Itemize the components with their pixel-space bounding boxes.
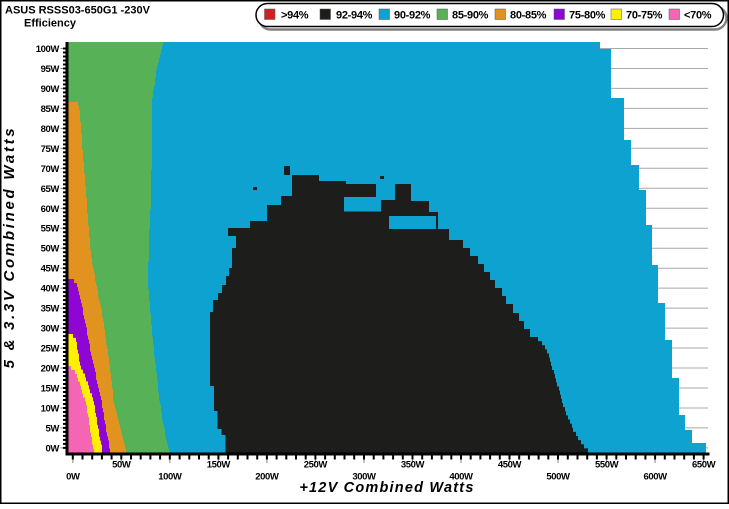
svg-text:550W: 550W — [595, 460, 619, 471]
svg-text:85W: 85W — [41, 104, 60, 115]
svg-text:15W: 15W — [41, 384, 60, 395]
svg-text:ASUS RSSS03-650G1 -230V: ASUS RSSS03-650G1 -230V — [5, 5, 151, 17]
svg-text:Efficiency: Efficiency — [24, 18, 77, 30]
svg-text:+12V Combined Watts: +12V Combined Watts — [299, 480, 474, 496]
svg-text:350W: 350W — [401, 460, 425, 471]
svg-text:70W: 70W — [41, 164, 60, 175]
svg-text:200W: 200W — [255, 472, 279, 483]
svg-text:80W: 80W — [41, 124, 60, 135]
svg-text:400W: 400W — [449, 472, 473, 483]
svg-text:65W: 65W — [41, 184, 60, 195]
svg-text:500W: 500W — [546, 472, 570, 483]
svg-text:0W: 0W — [46, 443, 60, 454]
svg-text:25W: 25W — [41, 344, 60, 355]
svg-text:650W: 650W — [692, 460, 716, 471]
svg-text:90W: 90W — [41, 84, 60, 95]
svg-text:60W: 60W — [41, 204, 60, 215]
svg-text:85-90%: 85-90% — [452, 10, 489, 22]
svg-text:55W: 55W — [41, 224, 60, 235]
svg-text:450W: 450W — [498, 460, 522, 471]
svg-text:50W: 50W — [41, 244, 60, 255]
svg-text:40W: 40W — [41, 284, 60, 295]
svg-text:>94%: >94% — [281, 10, 309, 22]
svg-text:20W: 20W — [41, 364, 60, 375]
svg-text:80-85%: 80-85% — [510, 10, 547, 22]
svg-text:50W: 50W — [112, 460, 131, 471]
svg-text:100W: 100W — [36, 44, 60, 55]
svg-text:90-92%: 90-92% — [394, 10, 431, 22]
svg-text:0W: 0W — [66, 472, 80, 483]
svg-text:30W: 30W — [41, 324, 60, 335]
svg-text:10W: 10W — [41, 404, 60, 415]
svg-text:70-75%: 70-75% — [626, 10, 663, 22]
svg-text:75W: 75W — [41, 144, 60, 155]
svg-text:150W: 150W — [207, 460, 231, 471]
svg-text:5 & 3.3V Combined Watts: 5 & 3.3V Combined Watts — [1, 126, 18, 369]
svg-text:600W: 600W — [643, 472, 667, 483]
svg-text:100W: 100W — [158, 472, 182, 483]
svg-text:5W: 5W — [46, 423, 60, 434]
svg-text:95W: 95W — [41, 64, 60, 75]
svg-text:75-80%: 75-80% — [569, 10, 606, 22]
svg-text:45W: 45W — [41, 264, 60, 275]
svg-text:<70%: <70% — [684, 10, 712, 22]
svg-text:35W: 35W — [41, 304, 60, 315]
svg-text:250W: 250W — [304, 460, 328, 471]
svg-text:300W: 300W — [352, 472, 376, 483]
svg-text:92-94%: 92-94% — [336, 10, 373, 22]
